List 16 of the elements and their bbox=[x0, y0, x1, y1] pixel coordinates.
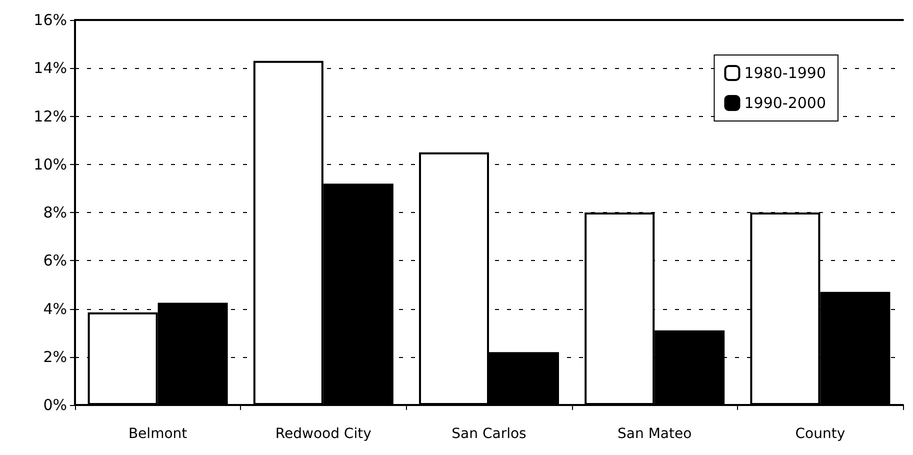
y-tick-label: 16% bbox=[34, 11, 67, 29]
y-tick-label: 8% bbox=[43, 204, 67, 222]
y-tick-label: 0% bbox=[43, 396, 67, 414]
y-tick-label: 6% bbox=[43, 252, 67, 270]
x-tick-label: San Carlos bbox=[452, 426, 526, 442]
x-tick-label: San Mateo bbox=[618, 426, 692, 442]
legend-label: 1980-1990 bbox=[744, 64, 826, 82]
y-tick-label: 4% bbox=[43, 300, 67, 318]
y-tick-label: 14% bbox=[34, 59, 67, 78]
legend-label: 1990-2000 bbox=[744, 94, 826, 112]
y-tick-label: 2% bbox=[43, 348, 67, 366]
y-tick-label: 10% bbox=[34, 155, 67, 174]
x-tick-label: County bbox=[795, 426, 846, 442]
x-tick-label: Belmont bbox=[128, 426, 188, 442]
y-tick-label: 12% bbox=[34, 107, 67, 126]
x-tick-label: Redwood City bbox=[275, 426, 372, 442]
